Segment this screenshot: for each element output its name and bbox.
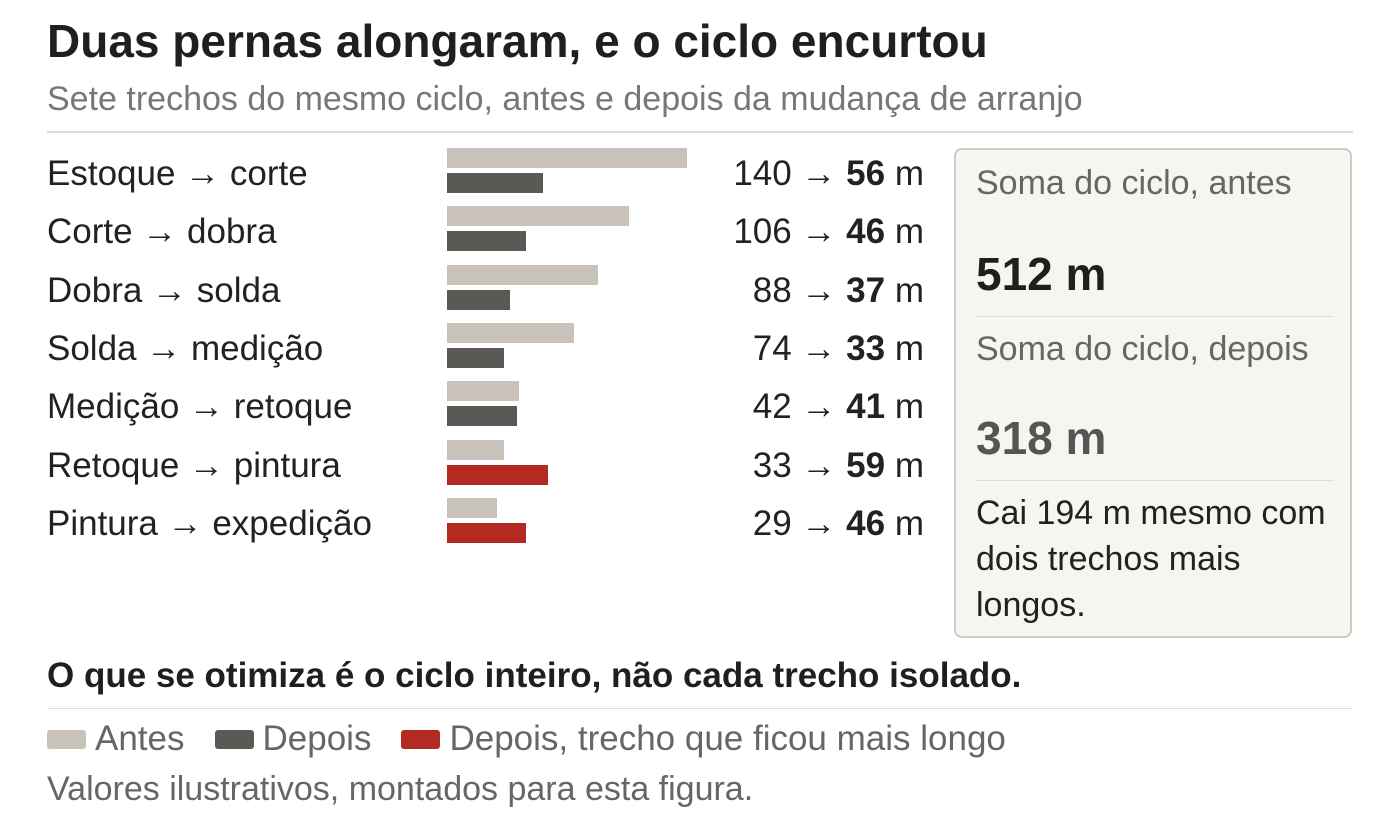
legend-swatch-after-longer	[401, 729, 441, 749]
value-unit: m	[885, 328, 924, 368]
before-total-value: 512 m	[976, 248, 1107, 300]
value-before: 140 →	[733, 154, 847, 193]
value-before: 29 →	[752, 503, 847, 543]
value-unit: m	[885, 270, 924, 310]
value-after: 37	[846, 270, 886, 310]
value-after: 46	[846, 503, 886, 543]
bar-before	[447, 322, 574, 343]
value-label: 74 → 33 m	[753, 329, 924, 369]
header-divider	[47, 131, 1353, 133]
value-before: 42 →	[752, 387, 847, 427]
category-label: Estoque → corte	[47, 154, 308, 193]
bar-after	[447, 173, 543, 193]
value-before: 33 →	[752, 445, 847, 485]
category-label: Solda → medição	[47, 328, 324, 368]
legend-item-before: Antes	[47, 719, 185, 759]
legend-divider	[47, 708, 1353, 709]
legend-label-after: Depois	[262, 719, 372, 758]
legend: Antes Depois Depois, trecho que ficou ma…	[47, 717, 1036, 761]
bar-after-longer	[447, 522, 526, 543]
value-unit: m	[885, 387, 924, 427]
bar-after	[447, 406, 518, 427]
bar-before	[447, 148, 687, 168]
category-label: Medição → retoque	[47, 387, 353, 427]
chart-subtitle: Sete trechos do mesmo ciclo, antes e dep…	[47, 80, 1083, 118]
value-after: 59	[846, 445, 886, 485]
value-unit: m	[885, 154, 924, 193]
category-label: Corte → dobra	[47, 212, 277, 252]
summary-divider	[976, 316, 1334, 317]
value-label: 29 → 46 m	[753, 504, 924, 544]
bar-after	[447, 231, 526, 252]
value-label: 140 → 56 m	[733, 154, 924, 194]
category-label: Retoque → pintura	[47, 445, 341, 485]
value-label: 106 → 46 m	[733, 212, 924, 252]
summary-panel: Soma do ciclo, antes 512 m Soma do ciclo…	[954, 148, 1352, 638]
legend-item-after: Depois	[214, 719, 372, 759]
bar-after-longer	[447, 464, 549, 485]
value-label: 88 → 37 m	[753, 271, 924, 311]
bar-after	[447, 289, 511, 310]
after-total-value: 318 m	[976, 412, 1107, 464]
category-label: Pintura → expedição	[47, 503, 372, 543]
bar-before	[447, 439, 504, 460]
bar-before	[447, 497, 497, 518]
summary-note: Cai 194 m mesmo com dois trechos mais lo…	[976, 494, 1326, 624]
value-label: 33 → 59 m	[753, 446, 924, 486]
bar-before	[447, 264, 598, 285]
category-label: Dobra → solda	[47, 270, 281, 310]
summary-divider	[976, 480, 1334, 481]
bar-before	[447, 206, 629, 227]
value-after: 33	[846, 328, 886, 368]
value-unit: m	[885, 503, 924, 543]
value-after: 41	[846, 387, 886, 427]
value-before: 88 →	[752, 270, 847, 310]
value-before: 106 →	[733, 212, 847, 252]
legend-label-after-longer: Depois, trecho que ficou mais longo	[449, 719, 1006, 758]
value-unit: m	[885, 445, 924, 485]
after-total-label: Soma do ciclo, depois	[976, 330, 1309, 368]
value-before: 74 →	[752, 328, 847, 368]
bar-before	[447, 381, 519, 402]
footnote: Valores ilustrativos, montados para esta…	[47, 770, 754, 808]
legend-item-after-longer: Depois, trecho que ficou mais longo	[401, 719, 1006, 759]
legend-swatch-before	[47, 729, 86, 749]
legend-label-before: Antes	[95, 719, 185, 758]
value-after: 56	[846, 154, 886, 193]
value-unit: m	[885, 212, 924, 252]
chart-title: Duas pernas alongaram, e o ciclo encurto…	[47, 15, 988, 67]
before-total-label: Soma do ciclo, antes	[976, 164, 1292, 202]
value-label: 42 → 41 m	[753, 387, 924, 427]
conclusion-text: O que se otimiza é o ciclo inteiro, não …	[47, 656, 1022, 695]
value-after: 46	[846, 212, 886, 252]
legend-swatch-after	[214, 729, 254, 749]
bar-after	[447, 347, 504, 368]
